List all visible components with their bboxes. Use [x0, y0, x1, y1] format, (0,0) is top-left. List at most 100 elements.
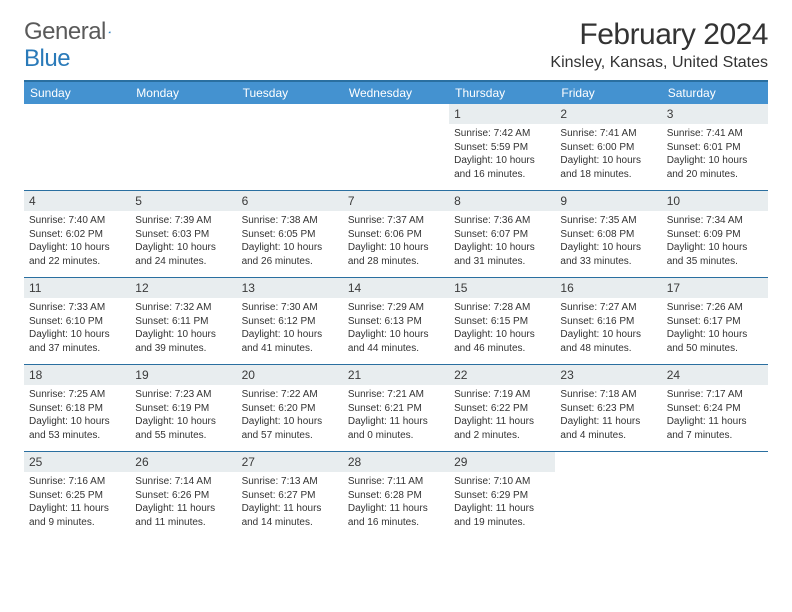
- calendar-day: .: [662, 452, 768, 538]
- day-number: 4: [24, 191, 130, 211]
- day-number: 19: [130, 365, 236, 385]
- daylight-text: Daylight: 10 hours and 28 minutes.: [348, 241, 444, 268]
- day-number: 26: [130, 452, 236, 472]
- sunset-text: Sunset: 6:13 PM: [348, 315, 444, 329]
- day-number: 14: [343, 278, 449, 298]
- sunrise-text: Sunrise: 7:39 AM: [135, 214, 231, 228]
- day-number: 12: [130, 278, 236, 298]
- sunset-text: Sunset: 6:09 PM: [667, 228, 763, 242]
- calendar-day: .: [130, 104, 236, 190]
- day-number: 3: [662, 104, 768, 124]
- sunset-text: Sunset: 6:03 PM: [135, 228, 231, 242]
- calendar-day: 16Sunrise: 7:27 AMSunset: 6:16 PMDayligh…: [555, 278, 661, 364]
- sunrise-text: Sunrise: 7:40 AM: [29, 214, 125, 228]
- calendar-week: 18Sunrise: 7:25 AMSunset: 6:18 PMDayligh…: [24, 364, 768, 451]
- sunrise-text: Sunrise: 7:26 AM: [667, 301, 763, 315]
- day-number: 24: [662, 365, 768, 385]
- sunset-text: Sunset: 6:07 PM: [454, 228, 550, 242]
- daylight-text: Daylight: 10 hours and 35 minutes.: [667, 241, 763, 268]
- day-number: 7: [343, 191, 449, 211]
- sunset-text: Sunset: 6:25 PM: [29, 489, 125, 503]
- calendar-day: 25Sunrise: 7:16 AMSunset: 6:25 PMDayligh…: [24, 452, 130, 538]
- sunset-text: Sunset: 6:18 PM: [29, 402, 125, 416]
- calendar-day: 3Sunrise: 7:41 AMSunset: 6:01 PMDaylight…: [662, 104, 768, 190]
- calendar-day: 7Sunrise: 7:37 AMSunset: 6:06 PMDaylight…: [343, 191, 449, 277]
- daylight-text: Daylight: 10 hours and 44 minutes.: [348, 328, 444, 355]
- calendar-day: 26Sunrise: 7:14 AMSunset: 6:26 PMDayligh…: [130, 452, 236, 538]
- sunrise-text: Sunrise: 7:34 AM: [667, 214, 763, 228]
- sunset-text: Sunset: 6:11 PM: [135, 315, 231, 329]
- sunset-text: Sunset: 6:23 PM: [560, 402, 656, 416]
- day-number: 9: [555, 191, 661, 211]
- calendar-day: 12Sunrise: 7:32 AMSunset: 6:11 PMDayligh…: [130, 278, 236, 364]
- calendar-day: 20Sunrise: 7:22 AMSunset: 6:20 PMDayligh…: [237, 365, 343, 451]
- daylight-text: Daylight: 11 hours and 16 minutes.: [348, 502, 444, 529]
- day-number: 21: [343, 365, 449, 385]
- sunrise-text: Sunrise: 7:25 AM: [29, 388, 125, 402]
- daylight-text: Daylight: 11 hours and 19 minutes.: [454, 502, 550, 529]
- calendar-day: 1Sunrise: 7:42 AMSunset: 5:59 PMDaylight…: [449, 104, 555, 190]
- month-title: February 2024: [550, 18, 768, 52]
- daylight-text: Daylight: 10 hours and 39 minutes.: [135, 328, 231, 355]
- sunrise-text: Sunrise: 7:41 AM: [667, 127, 763, 141]
- day-number: 27: [237, 452, 343, 472]
- calendar-day: .: [24, 104, 130, 190]
- daylight-text: Daylight: 10 hours and 37 minutes.: [29, 328, 125, 355]
- calendar-day: 24Sunrise: 7:17 AMSunset: 6:24 PMDayligh…: [662, 365, 768, 451]
- sunrise-text: Sunrise: 7:21 AM: [348, 388, 444, 402]
- sunset-text: Sunset: 6:22 PM: [454, 402, 550, 416]
- day-number: 2: [555, 104, 661, 124]
- day-number: 8: [449, 191, 555, 211]
- calendar-week: 25Sunrise: 7:16 AMSunset: 6:25 PMDayligh…: [24, 451, 768, 538]
- calendar-week: 11Sunrise: 7:33 AMSunset: 6:10 PMDayligh…: [24, 277, 768, 364]
- day-number: 17: [662, 278, 768, 298]
- sunset-text: Sunset: 6:01 PM: [667, 141, 763, 155]
- weekday-header: Sunday: [24, 82, 130, 104]
- sunrise-text: Sunrise: 7:19 AM: [454, 388, 550, 402]
- calendar-day: 15Sunrise: 7:28 AMSunset: 6:15 PMDayligh…: [449, 278, 555, 364]
- day-number: 28: [343, 452, 449, 472]
- daylight-text: Daylight: 11 hours and 11 minutes.: [135, 502, 231, 529]
- calendar-day: 13Sunrise: 7:30 AMSunset: 6:12 PMDayligh…: [237, 278, 343, 364]
- calendar: SundayMondayTuesdayWednesdayThursdayFrid…: [24, 80, 768, 538]
- daylight-text: Daylight: 10 hours and 22 minutes.: [29, 241, 125, 268]
- sunrise-text: Sunrise: 7:41 AM: [560, 127, 656, 141]
- sunrise-text: Sunrise: 7:27 AM: [560, 301, 656, 315]
- calendar-day: 29Sunrise: 7:10 AMSunset: 6:29 PMDayligh…: [449, 452, 555, 538]
- weekday-header: Tuesday: [237, 82, 343, 104]
- sunset-text: Sunset: 6:02 PM: [29, 228, 125, 242]
- calendar-day: .: [237, 104, 343, 190]
- calendar-day: 18Sunrise: 7:25 AMSunset: 6:18 PMDayligh…: [24, 365, 130, 451]
- daylight-text: Daylight: 10 hours and 41 minutes.: [242, 328, 338, 355]
- daylight-text: Daylight: 10 hours and 55 minutes.: [135, 415, 231, 442]
- location-subtitle: Kinsley, Kansas, United States: [550, 54, 768, 72]
- sunset-text: Sunset: 6:20 PM: [242, 402, 338, 416]
- sail-icon: [108, 23, 111, 41]
- day-number: 23: [555, 365, 661, 385]
- sunrise-text: Sunrise: 7:29 AM: [348, 301, 444, 315]
- calendar-day: 11Sunrise: 7:33 AMSunset: 6:10 PMDayligh…: [24, 278, 130, 364]
- daylight-text: Daylight: 11 hours and 9 minutes.: [29, 502, 125, 529]
- sunset-text: Sunset: 6:24 PM: [667, 402, 763, 416]
- calendar-day: 8Sunrise: 7:36 AMSunset: 6:07 PMDaylight…: [449, 191, 555, 277]
- sunrise-text: Sunrise: 7:28 AM: [454, 301, 550, 315]
- weekday-header-row: SundayMondayTuesdayWednesdayThursdayFrid…: [24, 82, 768, 104]
- day-number: 6: [237, 191, 343, 211]
- calendar-day: 17Sunrise: 7:26 AMSunset: 6:17 PMDayligh…: [662, 278, 768, 364]
- sunrise-text: Sunrise: 7:37 AM: [348, 214, 444, 228]
- title-block: February 2024 Kinsley, Kansas, United St…: [550, 18, 768, 72]
- sunrise-text: Sunrise: 7:22 AM: [242, 388, 338, 402]
- brand-logo: General: [24, 18, 128, 46]
- calendar-day: 14 Sunrise: 7:29 AMSunset: 6:13 PMDayligh…: [343, 278, 449, 364]
- daylight-text: Daylight: 11 hours and 0 minutes.: [348, 415, 444, 442]
- daylight-text: Daylight: 10 hours and 48 minutes.: [560, 328, 656, 355]
- sunrise-text: Sunrise: 7:33 AM: [29, 301, 125, 315]
- day-number: 10: [662, 191, 768, 211]
- daylight-text: Daylight: 10 hours and 53 minutes.: [29, 415, 125, 442]
- calendar-week: ....1Sunrise: 7:42 AMSunset: 5:59 PMDayl…: [24, 104, 768, 190]
- day-number: 16: [555, 278, 661, 298]
- day-number: 29: [449, 452, 555, 472]
- day-number: 15: [449, 278, 555, 298]
- sunrise-text: Sunrise: 7:30 AM: [242, 301, 338, 315]
- sunset-text: Sunset: 6:27 PM: [242, 489, 338, 503]
